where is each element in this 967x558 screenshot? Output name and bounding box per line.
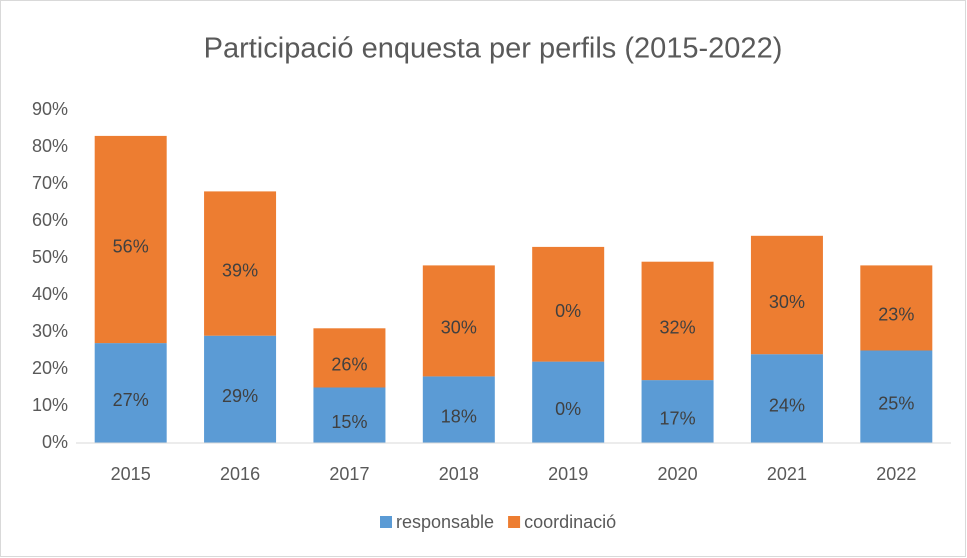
x-tick-label: 2018 [439,464,479,484]
x-tick-label: 2019 [548,464,588,484]
chart-title: Participació enquesta per perfils (2015-… [204,33,783,65]
y-tick-label: 50% [32,247,68,267]
x-tick-label: 2022 [876,464,916,484]
data-label: 30% [441,318,477,338]
bar-segment [313,387,386,443]
bar-segment [532,246,605,362]
bar-segment [313,328,386,388]
legend-label: responsable [396,512,494,532]
x-tick-label: 2021 [767,464,807,484]
data-label: 29% [222,386,258,406]
y-tick-label: 10% [32,395,68,415]
bar-segment [94,343,167,443]
y-tick-label: 20% [32,358,68,378]
legend-swatch [380,516,392,528]
legend-swatch [508,516,521,528]
bar-segment [204,191,277,336]
bar-segment [641,380,714,443]
bar-segment [204,335,277,443]
bar-segment [422,376,495,443]
bar-segment [422,265,495,377]
data-label: 24% [769,395,805,415]
y-tick-label: 90% [32,99,68,119]
data-label: 15% [331,412,367,432]
data-label: 17% [660,408,696,428]
y-tick-label: 60% [32,210,68,230]
data-label: 26% [331,355,367,375]
bar-segment [94,135,167,344]
y-tick-label: 80% [32,136,68,156]
bar-segment [532,361,605,443]
data-label: 0% [555,399,581,419]
legend-label: coordinació [524,512,616,532]
x-tick-label: 2020 [658,464,698,484]
bar-segment [860,265,933,351]
y-tick-label: 70% [32,173,68,193]
bar-segment [860,350,933,443]
data-label: 25% [878,394,914,414]
bar-segment [641,261,714,381]
data-label: 0% [555,301,581,321]
x-tick-label: 2016 [220,464,260,484]
bar-segment [750,235,823,355]
data-label: 18% [441,406,477,426]
y-tick-label: 0% [42,432,68,452]
data-label: 32% [660,318,696,338]
data-label: 56% [113,236,149,256]
x-tick-label: 2017 [329,464,369,484]
bar-segment [750,354,823,443]
data-label: 30% [769,292,805,312]
x-tick-label: 2015 [111,464,151,484]
data-label: 27% [113,390,149,410]
y-tick-label: 40% [32,284,68,304]
data-label: 23% [878,305,914,325]
data-label: 39% [222,260,258,280]
y-tick-label: 30% [32,321,68,341]
